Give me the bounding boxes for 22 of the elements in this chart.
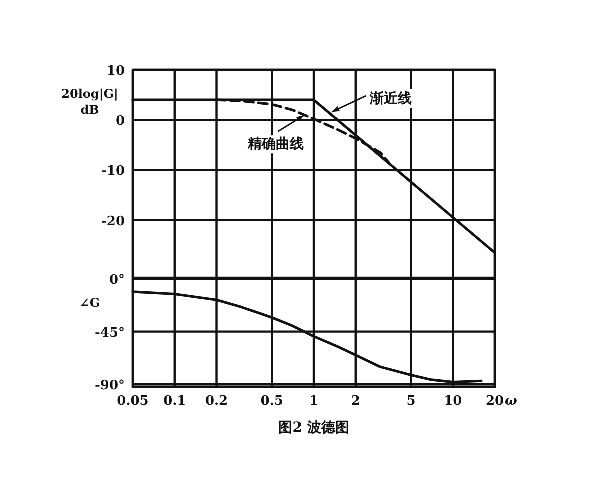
- x-tick-label: 10: [444, 394, 462, 409]
- annotation: 精确曲线: [247, 136, 304, 153]
- x-tick-label: 5: [406, 394, 416, 409]
- y-tick-label: 10: [106, 64, 125, 79]
- x-tick-label: 2: [351, 394, 360, 409]
- x-tick-label: 0.1: [164, 394, 186, 409]
- x-tick-label: 0.5: [260, 394, 284, 409]
- x-tick-label: 0.05: [117, 394, 149, 409]
- y-tick-label: -10: [102, 164, 125, 180]
- caption: 图2 波德图: [278, 420, 350, 436]
- x-tick-label: 20: [486, 394, 504, 409]
- y-axis-title: 20log|G| dB: [62, 87, 118, 117]
- y-tick-label: -20: [102, 214, 125, 230]
- y-tick-label: 0: [116, 114, 125, 130]
- y-tick-label: -45°: [95, 326, 125, 341]
- y-tick-label: -90°: [95, 378, 125, 394]
- y-tick-label: 0°: [109, 273, 125, 288]
- x-tick-label: 1: [309, 394, 319, 409]
- x-tick-label: 0.2: [205, 394, 228, 409]
- x-axis-title: ω: [505, 394, 518, 409]
- y-axis-title: ∠G: [80, 296, 100, 310]
- annotation: 渐近线: [369, 90, 412, 108]
